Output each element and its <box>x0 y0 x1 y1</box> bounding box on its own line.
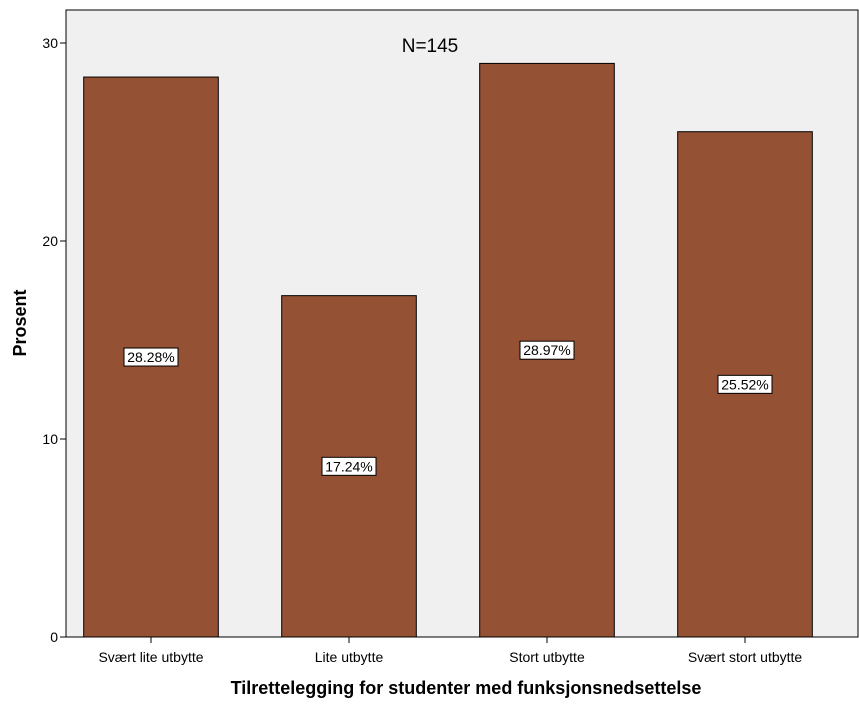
sample-size-annotation: N=145 <box>402 36 459 57</box>
x-axis: Svært lite utbytte Lite utbytte Stort utby… <box>98 637 802 665</box>
x-tick-label: Stort utbytte <box>509 649 585 665</box>
data-label: 17.24% <box>325 458 372 474</box>
y-tick-label: 20 <box>42 233 58 249</box>
y-axis: 0 10 20 30 <box>42 35 66 645</box>
data-label: 28.97% <box>523 342 570 358</box>
data-label-box <box>519 340 575 360</box>
y-tick-label: 30 <box>42 35 58 51</box>
data-label-box <box>123 347 179 367</box>
data-label-box <box>717 374 773 394</box>
y-tick-label: 0 <box>50 629 58 645</box>
x-tick-label: Svært stort utbytte <box>688 649 803 665</box>
data-labels-group: 28.28% 17.24% 28.97% 25.52% <box>123 340 773 476</box>
x-axis-title: Tilrettelegging for studenter med funksj… <box>231 678 702 698</box>
y-tick-label: 10 <box>42 431 58 447</box>
data-label: 25.52% <box>721 376 768 392</box>
y-axis-title: Prosent <box>10 289 30 356</box>
data-label-box <box>321 456 377 476</box>
x-tick-label: Svært lite utbytte <box>98 649 203 665</box>
x-tick-label: Lite utbytte <box>315 649 384 665</box>
data-label: 28.28% <box>127 349 174 365</box>
